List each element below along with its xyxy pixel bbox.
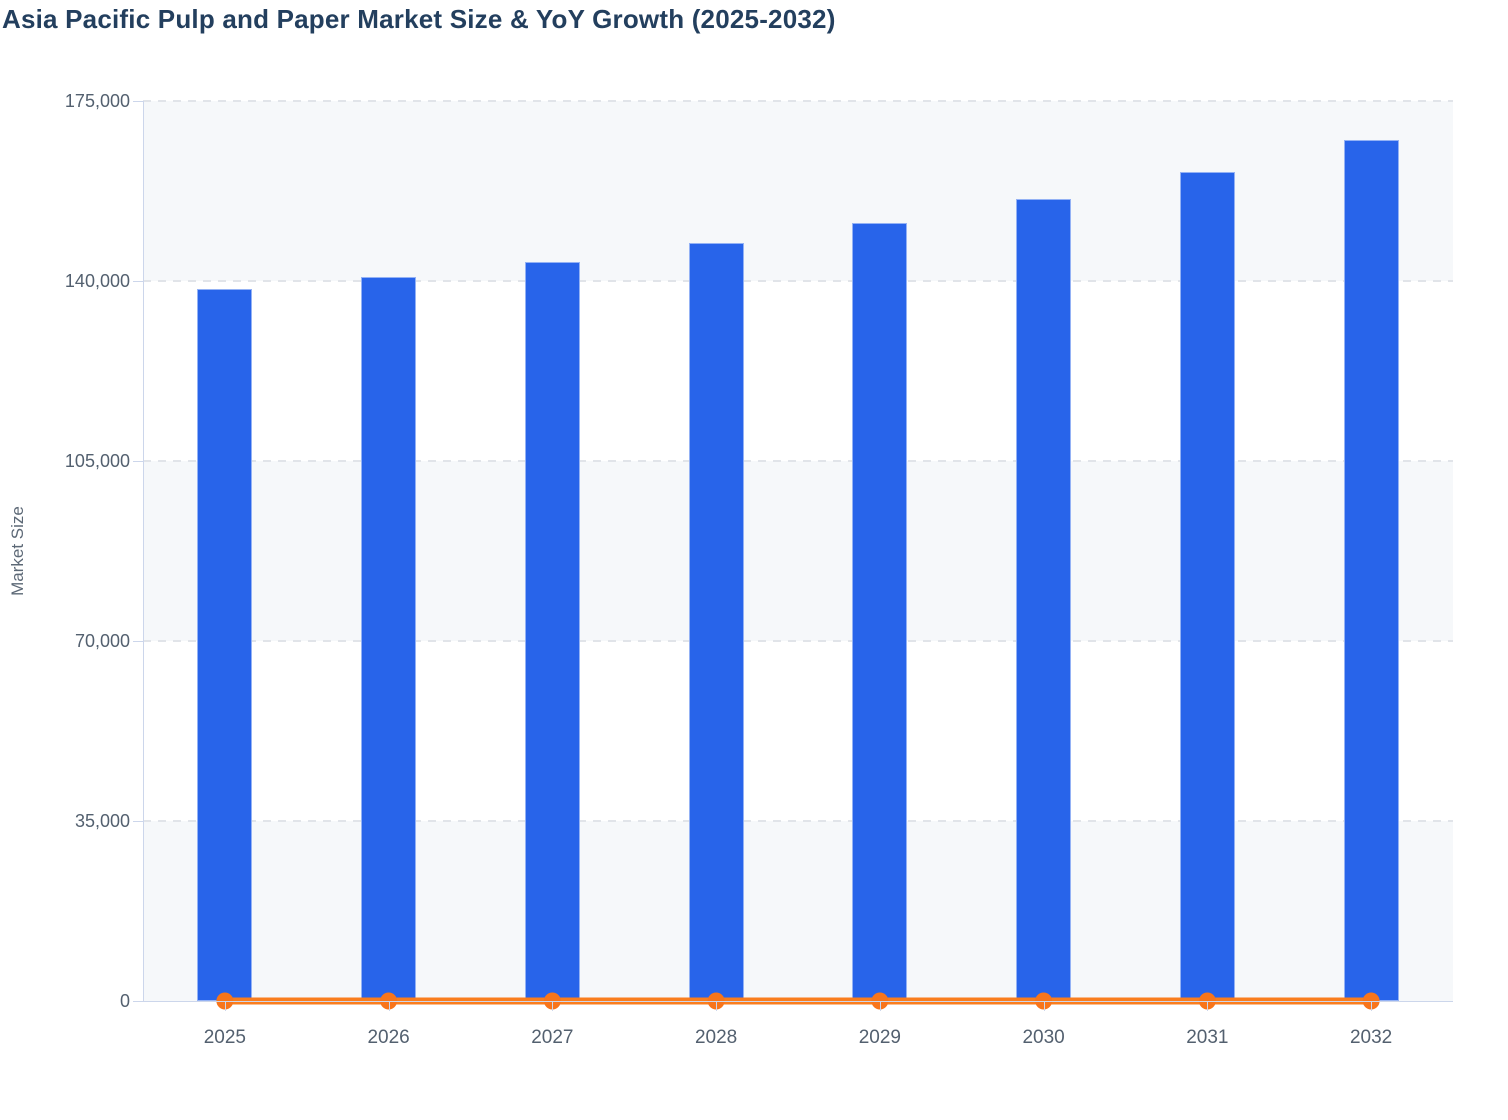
y-tick-35000: [133, 821, 143, 822]
y-axis-line: [143, 101, 144, 1001]
y-tick-0: [133, 1001, 143, 1002]
y-tick-label: 105,000: [64, 451, 130, 471]
x-tick-2029: [879, 1002, 881, 1011]
bar-2029[interactable]: [852, 222, 908, 1001]
gridline-175000: [143, 100, 1453, 102]
y-tick-label: 70,000: [74, 631, 130, 651]
bar-2026[interactable]: [361, 276, 417, 1001]
gridline-105000: [143, 460, 1453, 462]
y-tick-label: 35,000: [74, 811, 130, 831]
x-tick-label-2026: 2026: [367, 1027, 410, 1048]
y-tick-105000: [133, 461, 143, 462]
y-axis-title: Market Size: [8, 506, 27, 596]
x-tick-label-2028: 2028: [694, 1027, 738, 1048]
bar-2030[interactable]: [1016, 199, 1072, 1001]
bar-2028[interactable]: [688, 242, 744, 1001]
gridline-70000: [143, 640, 1453, 642]
bar-2031[interactable]: [1179, 171, 1235, 1001]
x-axis-line: [143, 1001, 1453, 1002]
x-tick-2032: [1371, 1002, 1373, 1011]
x-tick-label-2031: 2031: [1186, 1027, 1229, 1048]
x-tick-2028: [716, 1002, 718, 1011]
gridline-140000: [143, 280, 1453, 282]
y-tick-70000: [133, 641, 143, 642]
gridline-35000: [143, 820, 1453, 822]
y-tick-label: 140,000: [64, 271, 130, 291]
x-tick-2031: [1207, 1002, 1209, 1011]
x-tick-2027: [552, 1002, 554, 1011]
plot-area: [143, 100, 1453, 1010]
chart-title: Asia Pacific Pulp and Paper Market Size …: [2, 4, 836, 34]
y-tick-140000: [133, 281, 143, 282]
x-tick-2025: [224, 1002, 226, 1011]
bar-2027[interactable]: [524, 261, 580, 1001]
x-tick-label-2027: 2027: [531, 1027, 574, 1048]
yoy-line-layer: [216, 992, 1380, 1010]
bar-2032[interactable]: [1343, 140, 1399, 1001]
y-tick-175000: [133, 101, 143, 102]
y-tick-label: 0: [119, 991, 130, 1011]
y-tick-label: 175,000: [64, 91, 130, 111]
x-tick-label-2032: 2032: [1349, 1027, 1393, 1048]
x-tick-label-2030: 2030: [1022, 1027, 1065, 1048]
x-tick-2026: [388, 1002, 390, 1011]
x-tick-label-2029: 2029: [858, 1027, 902, 1048]
bar-2025[interactable]: [197, 288, 253, 1001]
x-tick-label-2025: 2025: [203, 1027, 247, 1048]
x-tick-2030: [1043, 1002, 1045, 1011]
